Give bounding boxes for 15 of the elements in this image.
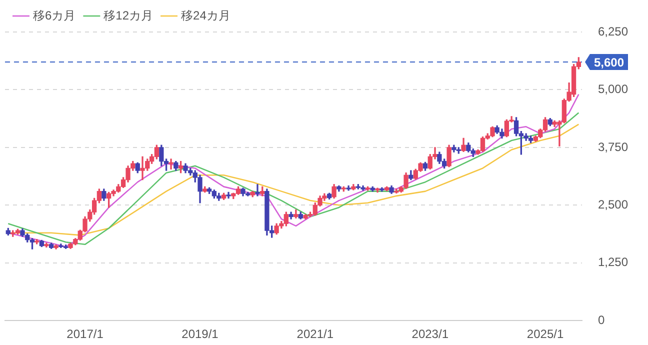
y-tick-label: 5,000 xyxy=(598,82,628,96)
y-tick-label: 0 xyxy=(598,312,605,327)
y-tick-label: 1,250 xyxy=(598,255,628,270)
x-tick-label: 2017/1 xyxy=(66,327,104,342)
legend-label: 移6カ月 xyxy=(33,8,76,22)
y-tick-label: 2,500 xyxy=(598,197,628,212)
y-tick-label: 6,250 xyxy=(598,24,628,38)
x-tick-label: 2019/1 xyxy=(182,327,219,342)
x-tick-label: 2021/1 xyxy=(296,327,334,342)
ref-line-label: 5,600 xyxy=(594,55,624,70)
legend-label: 移12カ月 xyxy=(104,8,154,22)
y-tick-label: 3,750 xyxy=(598,140,628,154)
legend-label: 移24カ月 xyxy=(181,8,230,22)
x-tick-label: 2023/1 xyxy=(412,327,449,342)
x-tick-label: 2025/1 xyxy=(526,327,564,342)
